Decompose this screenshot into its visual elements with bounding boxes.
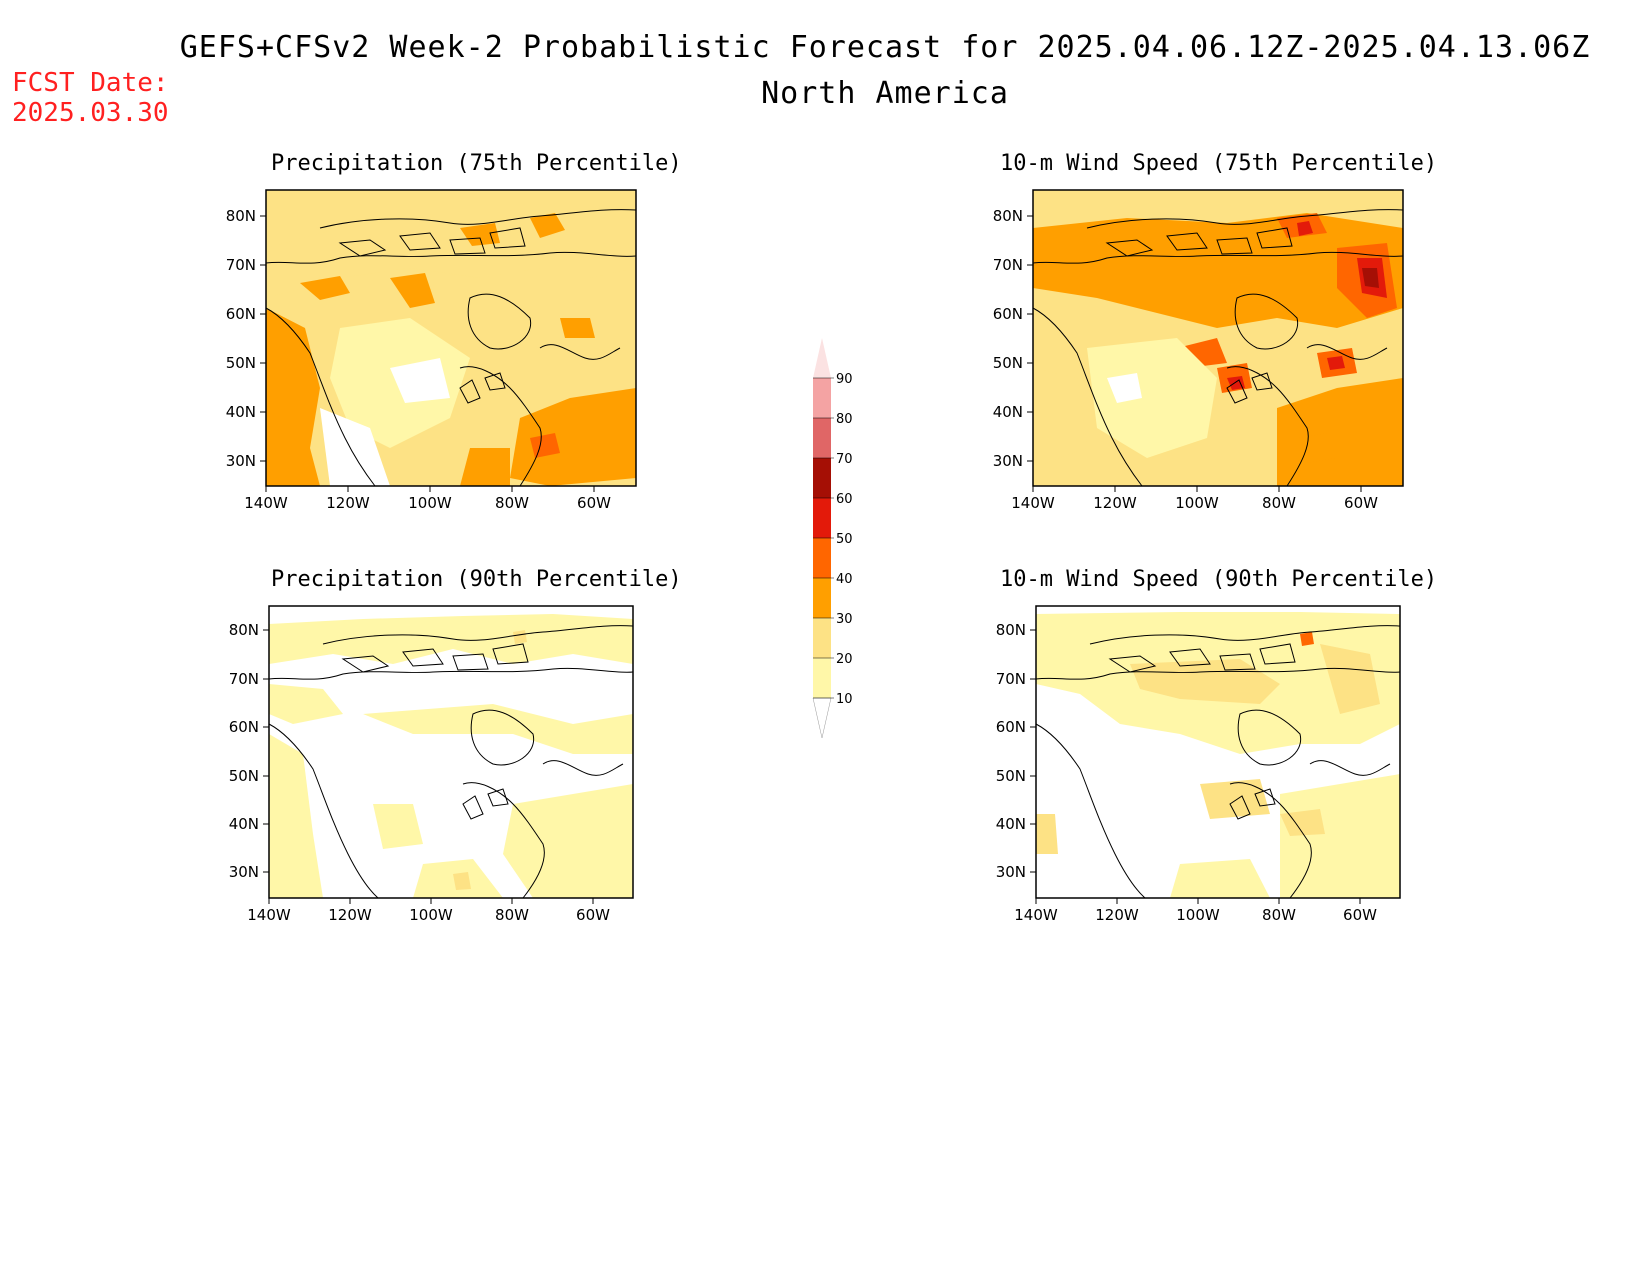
colorbar-top-triangle xyxy=(813,338,831,378)
colorbar-bottom-triangle xyxy=(812,697,832,739)
lon-label-120w: 120W xyxy=(1095,906,1139,924)
lat-label-70n: 70N xyxy=(993,256,1023,274)
lat-label-80n: 80N xyxy=(229,621,259,639)
lon-label-140w: 140W xyxy=(1014,906,1058,924)
lat-label-30n: 30N xyxy=(996,863,1026,881)
lon-label-80w: 80W xyxy=(1262,906,1296,924)
lat-axis: 80N 70N 60N 50N 40N 30N xyxy=(993,207,1033,470)
lat-axis: 80N 70N 60N 50N 40N 30N xyxy=(229,621,269,881)
map-panel-precip75: 80N 70N 60N 50N 40N 30N 140W 120W 100W 8… xyxy=(210,188,650,528)
map-panel-wind75: 80N 70N 60N 50N 40N 30N 140W 120W 100W 8… xyxy=(977,188,1417,528)
colorbar-label: 20 xyxy=(836,652,853,667)
lat-label-60n: 60N xyxy=(996,718,1026,736)
lat-label-30n: 30N xyxy=(226,452,256,470)
colorbar: 90 80 70 60 50 40 30 20 10 xyxy=(795,330,855,754)
lon-label-120w: 120W xyxy=(1093,494,1137,512)
colorbar-block xyxy=(813,578,831,618)
map-frame xyxy=(268,605,634,899)
colorbar-label: 60 xyxy=(836,492,853,507)
lon-label-120w: 120W xyxy=(328,906,372,924)
colorbar-label: 70 xyxy=(836,452,853,467)
colorbar-block xyxy=(813,618,831,658)
region-subtitle: North America xyxy=(761,76,1009,111)
lat-label-40n: 40N xyxy=(229,815,259,833)
map-panel-precip90: 80N 70N 60N 50N 40N 30N 140W 120W 100W 8… xyxy=(213,604,653,944)
lat-label-50n: 50N xyxy=(226,354,256,372)
coastlines xyxy=(265,209,637,487)
lat-label-30n: 30N xyxy=(993,452,1023,470)
colorbar-labels: 90 80 70 60 50 40 30 20 10 xyxy=(813,372,853,707)
colorbar-block xyxy=(813,658,831,698)
lat-label-50n: 50N xyxy=(996,767,1026,785)
panel-title-wind75: 10-m Wind Speed (75th Percentile) xyxy=(1000,151,1438,176)
colorbar-blocks xyxy=(812,338,832,739)
lon-label-80w: 80W xyxy=(1262,494,1296,512)
lat-label-70n: 70N xyxy=(226,256,256,274)
lon-label-100w: 100W xyxy=(1176,906,1220,924)
fcst-date-label: FCST Date: xyxy=(12,68,169,98)
lat-label-80n: 80N xyxy=(226,207,256,225)
lon-label-80w: 80W xyxy=(495,906,529,924)
colorbar-label: 50 xyxy=(836,532,853,547)
fcst-date-value: 2025.03.30 xyxy=(12,98,169,128)
lat-label-60n: 60N xyxy=(993,305,1023,323)
lat-label-80n: 80N xyxy=(993,207,1023,225)
lat-label-70n: 70N xyxy=(996,670,1026,688)
lat-label-40n: 40N xyxy=(993,403,1023,421)
colorbar-block xyxy=(813,498,831,538)
colorbar-label: 90 xyxy=(836,372,853,387)
lon-label-60w: 60W xyxy=(577,494,611,512)
lat-label-40n: 40N xyxy=(226,403,256,421)
colorbar-block xyxy=(813,418,831,458)
lat-label-60n: 60N xyxy=(226,305,256,323)
lat-axis: 80N 70N 60N 50N 40N 30N xyxy=(996,621,1036,881)
lon-label-140w: 140W xyxy=(247,906,291,924)
colorbar-block xyxy=(813,378,831,418)
lat-label-30n: 30N xyxy=(229,863,259,881)
lon-axis: 140W 120W 100W 80W 60W xyxy=(247,898,610,924)
panel-title-precip75: Precipitation (75th Percentile) xyxy=(271,151,682,176)
colorbar-label: 80 xyxy=(836,412,853,427)
probability-shading xyxy=(1033,213,1403,486)
coastlines xyxy=(1032,209,1404,487)
lon-axis: 140W 120W 100W 80W 60W xyxy=(1011,486,1378,512)
colorbar-block xyxy=(813,458,831,498)
map-frame xyxy=(1032,189,1404,487)
map-frame xyxy=(1035,605,1401,899)
lat-label-60n: 60N xyxy=(229,718,259,736)
lat-label-50n: 50N xyxy=(229,767,259,785)
lon-axis: 140W 120W 100W 80W 60W xyxy=(244,486,611,512)
map-panel-wind90: 80N 70N 60N 50N 40N 30N 140W 120W 100W 8… xyxy=(980,604,1420,944)
colorbar-label: 40 xyxy=(836,572,853,587)
lon-label-100w: 100W xyxy=(1175,494,1219,512)
map-frame xyxy=(265,189,637,487)
lon-label-80w: 80W xyxy=(495,494,529,512)
probability-shading xyxy=(269,614,633,898)
lon-label-100w: 100W xyxy=(408,494,452,512)
panel-title-wind90: 10-m Wind Speed (90th Percentile) xyxy=(1000,567,1438,592)
lon-label-60w: 60W xyxy=(576,906,610,924)
lon-label-120w: 120W xyxy=(326,494,370,512)
coastlines xyxy=(1035,625,1401,899)
colorbar-label: 10 xyxy=(836,692,853,707)
lon-axis: 140W 120W 100W 80W 60W xyxy=(1014,898,1377,924)
main-title: GEFS+CFSv2 Week-2 Probabilistic Forecast… xyxy=(179,30,1591,65)
lon-label-60w: 60W xyxy=(1343,906,1377,924)
lon-label-60w: 60W xyxy=(1344,494,1378,512)
lat-label-70n: 70N xyxy=(229,670,259,688)
probability-shading xyxy=(1036,612,1400,898)
lat-label-50n: 50N xyxy=(993,354,1023,372)
coastlines xyxy=(268,625,634,899)
colorbar-label: 30 xyxy=(836,612,853,627)
panel-title-precip90: Precipitation (90th Percentile) xyxy=(271,567,682,592)
lon-label-140w: 140W xyxy=(1011,494,1055,512)
lon-label-100w: 100W xyxy=(409,906,453,924)
lat-label-80n: 80N xyxy=(996,621,1026,639)
lat-label-40n: 40N xyxy=(996,815,1026,833)
colorbar-block xyxy=(813,538,831,578)
lat-axis: 80N 70N 60N 50N 40N 30N xyxy=(226,207,266,470)
lon-label-140w: 140W xyxy=(244,494,288,512)
